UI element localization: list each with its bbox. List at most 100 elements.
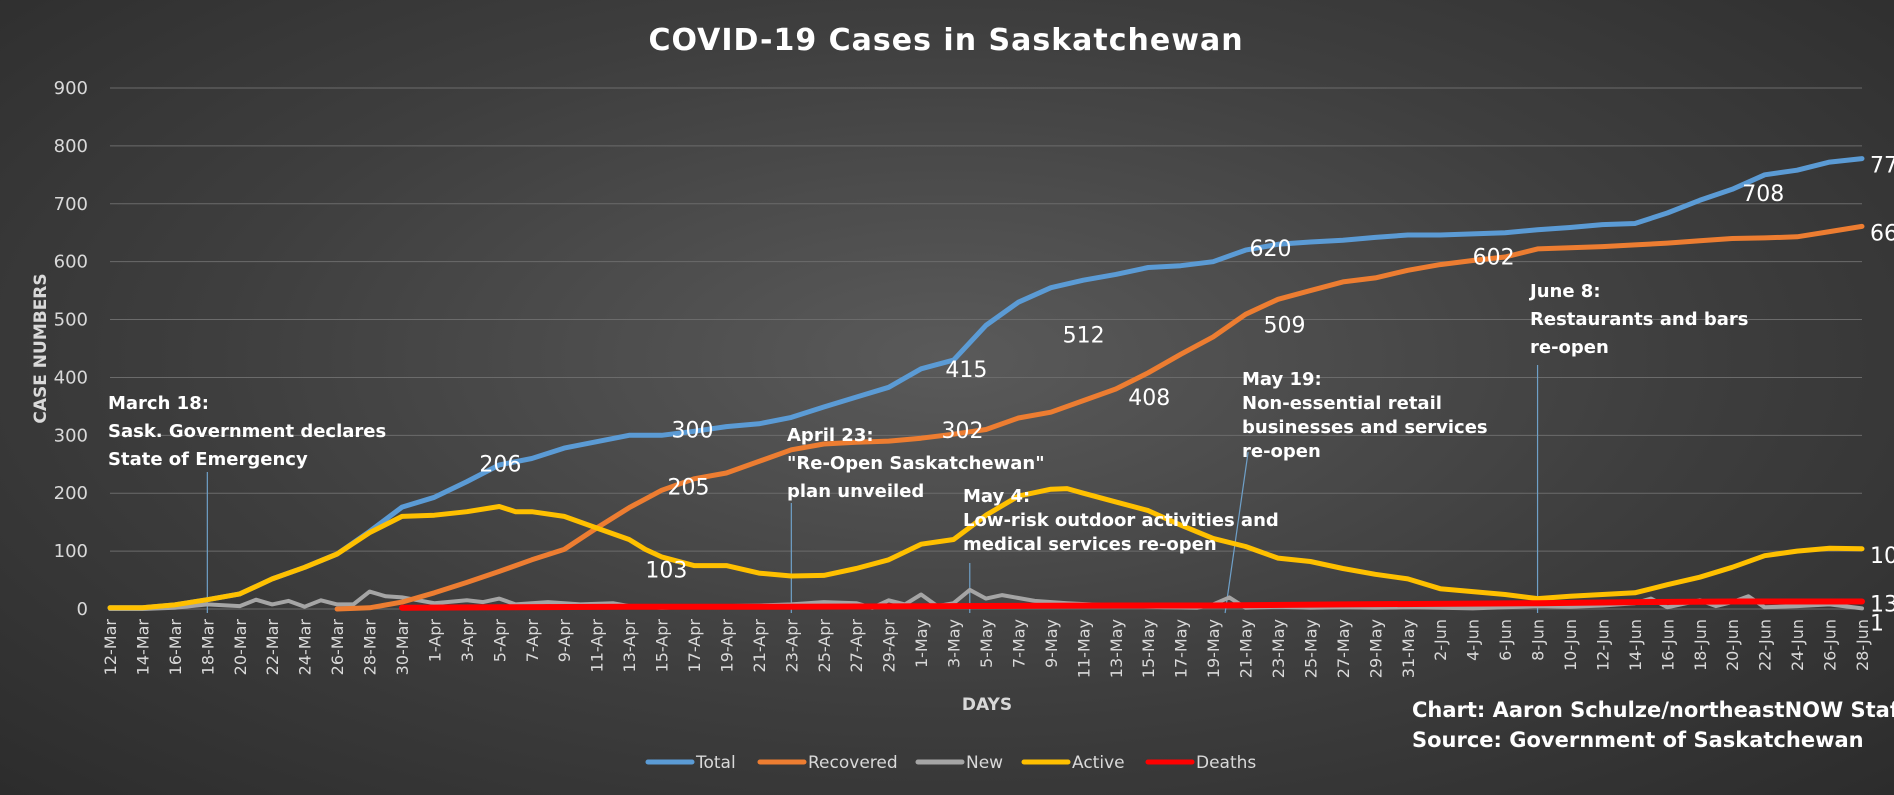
data-label-total: 620 bbox=[1250, 237, 1292, 262]
x-tick-label: 2-Jun bbox=[1431, 619, 1450, 661]
x-tick-label: 24-Jun bbox=[1788, 619, 1807, 671]
legend-item-recovered: Recovered bbox=[757, 753, 898, 773]
x-tick-label: 11-Apr bbox=[588, 619, 607, 673]
data-label-total: 300 bbox=[672, 418, 714, 443]
x-tick-label: 25-May bbox=[1301, 619, 1320, 678]
annotation: June 8: Restaurants and bars re-open bbox=[1528, 281, 1749, 358]
legend-label: Active bbox=[1072, 753, 1125, 773]
x-tick-label: 20-Mar bbox=[231, 619, 250, 676]
legend-label: Total bbox=[695, 753, 736, 773]
x-tick-label: 27-May bbox=[1334, 619, 1353, 678]
chart-title: COVID-19 Cases in Saskatchewan bbox=[648, 23, 1243, 58]
annotation-leader bbox=[1224, 451, 1249, 614]
x-tick-label: 30-Mar bbox=[393, 619, 412, 676]
data-label-total: 778 bbox=[1870, 154, 1894, 179]
data-label-recovered: 602 bbox=[1473, 246, 1515, 271]
data-label-deaths: 13 bbox=[1870, 592, 1894, 617]
legend-item-deaths: Deaths bbox=[1145, 753, 1256, 773]
x-tick-label: 14-Jun bbox=[1626, 619, 1645, 671]
x-tick-label: 23-May bbox=[1269, 619, 1288, 678]
x-tick-label: 28-Jun bbox=[1853, 619, 1872, 671]
y-axis-title: CASE NUMBERS bbox=[31, 273, 51, 423]
annotation-line: medical services re-open bbox=[963, 534, 1217, 555]
x-tick-label: 6-Jun bbox=[1496, 619, 1515, 661]
data-label-recovered: 408 bbox=[1128, 386, 1170, 411]
y-tick-label: 0 bbox=[77, 599, 88, 620]
series-lines bbox=[107, 156, 1865, 612]
x-tick-label: 13-Apr bbox=[620, 619, 639, 673]
data-label-recovered: 205 bbox=[668, 475, 710, 500]
x-tick-label: 8-Jun bbox=[1529, 619, 1548, 661]
annotation: May 19: Non-essential retail businesses an… bbox=[1242, 369, 1488, 462]
y-tick-label: 100 bbox=[54, 541, 88, 562]
x-tick-label: 22-Jun bbox=[1756, 619, 1775, 671]
data-label-new: 1 bbox=[1870, 611, 1884, 636]
legend: Total Recovered New Active Deaths bbox=[645, 753, 1256, 773]
data-label-total: 708 bbox=[1742, 182, 1784, 207]
x-tick-label: 1-Apr bbox=[425, 619, 444, 663]
series-line-deaths bbox=[399, 598, 1865, 611]
annotation: May 4: Low-risk outdoor activities and med… bbox=[963, 486, 1279, 555]
x-tick-label: 15-May bbox=[1139, 619, 1158, 678]
x-tick-label: 1-May bbox=[912, 619, 931, 668]
x-axis-title: DAYS bbox=[962, 695, 1012, 715]
gridlines bbox=[110, 87, 1862, 610]
legend-label: Deaths bbox=[1196, 753, 1256, 773]
data-label-recovered: 661 bbox=[1870, 221, 1894, 246]
annotations: March 18: Sask. Government declares State … bbox=[108, 281, 1749, 555]
series-line-active bbox=[107, 486, 1865, 611]
y-tick-label: 500 bbox=[54, 310, 88, 331]
y-axis-ticks: 0 100 200 300 400 500 600 700 800 900 bbox=[54, 78, 88, 620]
annotation-line: Non-essential retail bbox=[1242, 393, 1442, 414]
data-label-recovered: 509 bbox=[1264, 313, 1306, 338]
x-tick-label: 22-Mar bbox=[263, 619, 282, 676]
x-tick-label: 3-May bbox=[945, 619, 964, 668]
data-label-recovered: 302 bbox=[942, 419, 984, 444]
data-label-active: 206 bbox=[479, 453, 521, 478]
y-tick-label: 700 bbox=[54, 194, 88, 215]
x-tick-label: 29-Apr bbox=[880, 619, 899, 673]
x-tick-label: 29-May bbox=[1366, 619, 1385, 678]
annotation-line: businesses and services bbox=[1242, 417, 1488, 438]
legend-item-total: Total bbox=[645, 753, 736, 773]
annotation-line: re-open bbox=[1242, 441, 1321, 462]
x-tick-label: 26-Mar bbox=[328, 619, 347, 676]
annotation-line: June 8: bbox=[1528, 281, 1601, 302]
y-tick-label: 400 bbox=[54, 367, 88, 388]
x-tick-label: 19-Apr bbox=[717, 619, 736, 673]
x-tick-label: 15-Apr bbox=[653, 619, 672, 673]
annotation-line: Low-risk outdoor activities and bbox=[963, 510, 1279, 531]
annotation-line: State of Emergency bbox=[108, 449, 308, 470]
chart-credits: Chart: Aaron Schulze/northeastNOW Staff S… bbox=[1412, 698, 1894, 752]
x-tick-label: 25-Apr bbox=[815, 619, 834, 673]
annotation: April 23: "Re-Open Saskatchewan" plan unve… bbox=[787, 425, 1045, 502]
annotation-line: May 4: bbox=[963, 486, 1030, 507]
x-tick-label: 19-May bbox=[1204, 619, 1223, 678]
x-axis-ticks: 12-Mar 14-Mar 16-Mar 18-Mar 20-Mar 22-Mar 24-M… bbox=[101, 619, 1872, 679]
data-label-active: 103 bbox=[645, 558, 687, 583]
x-tick-label: 26-Jun bbox=[1821, 619, 1840, 671]
y-tick-label: 600 bbox=[54, 252, 88, 273]
y-tick-label: 900 bbox=[54, 78, 88, 99]
x-tick-label: 10-Jun bbox=[1561, 619, 1580, 671]
x-tick-label: 20-Jun bbox=[1723, 619, 1742, 671]
annotation-line: April 23: bbox=[787, 425, 874, 446]
y-tick-label: 800 bbox=[54, 136, 88, 157]
chart-credit: Source: Government of Saskatchewan bbox=[1412, 728, 1864, 752]
x-tick-label: 28-Mar bbox=[361, 619, 380, 676]
x-tick-label: 7-Apr bbox=[523, 619, 542, 663]
legend-label: Recovered bbox=[808, 753, 898, 773]
data-label-total: 415 bbox=[945, 358, 987, 383]
x-tick-label: 24-Mar bbox=[296, 619, 315, 676]
x-tick-label: 13-May bbox=[1107, 619, 1126, 678]
annotation-line: "Re-Open Saskatchewan" bbox=[787, 453, 1045, 474]
data-labels: 300 415 512 620 708 778 205 302 408 509 602 661 206 1… bbox=[479, 154, 1894, 637]
x-tick-label: 3-Apr bbox=[458, 619, 477, 663]
x-tick-label: 14-Mar bbox=[133, 619, 152, 676]
x-tick-label: 18-Jun bbox=[1691, 619, 1710, 671]
x-tick-label: 17-Apr bbox=[685, 619, 704, 673]
x-tick-label: 31-May bbox=[1399, 619, 1418, 678]
x-tick-label: 21-Apr bbox=[750, 619, 769, 673]
x-tick-label: 4-Jun bbox=[1464, 619, 1483, 661]
